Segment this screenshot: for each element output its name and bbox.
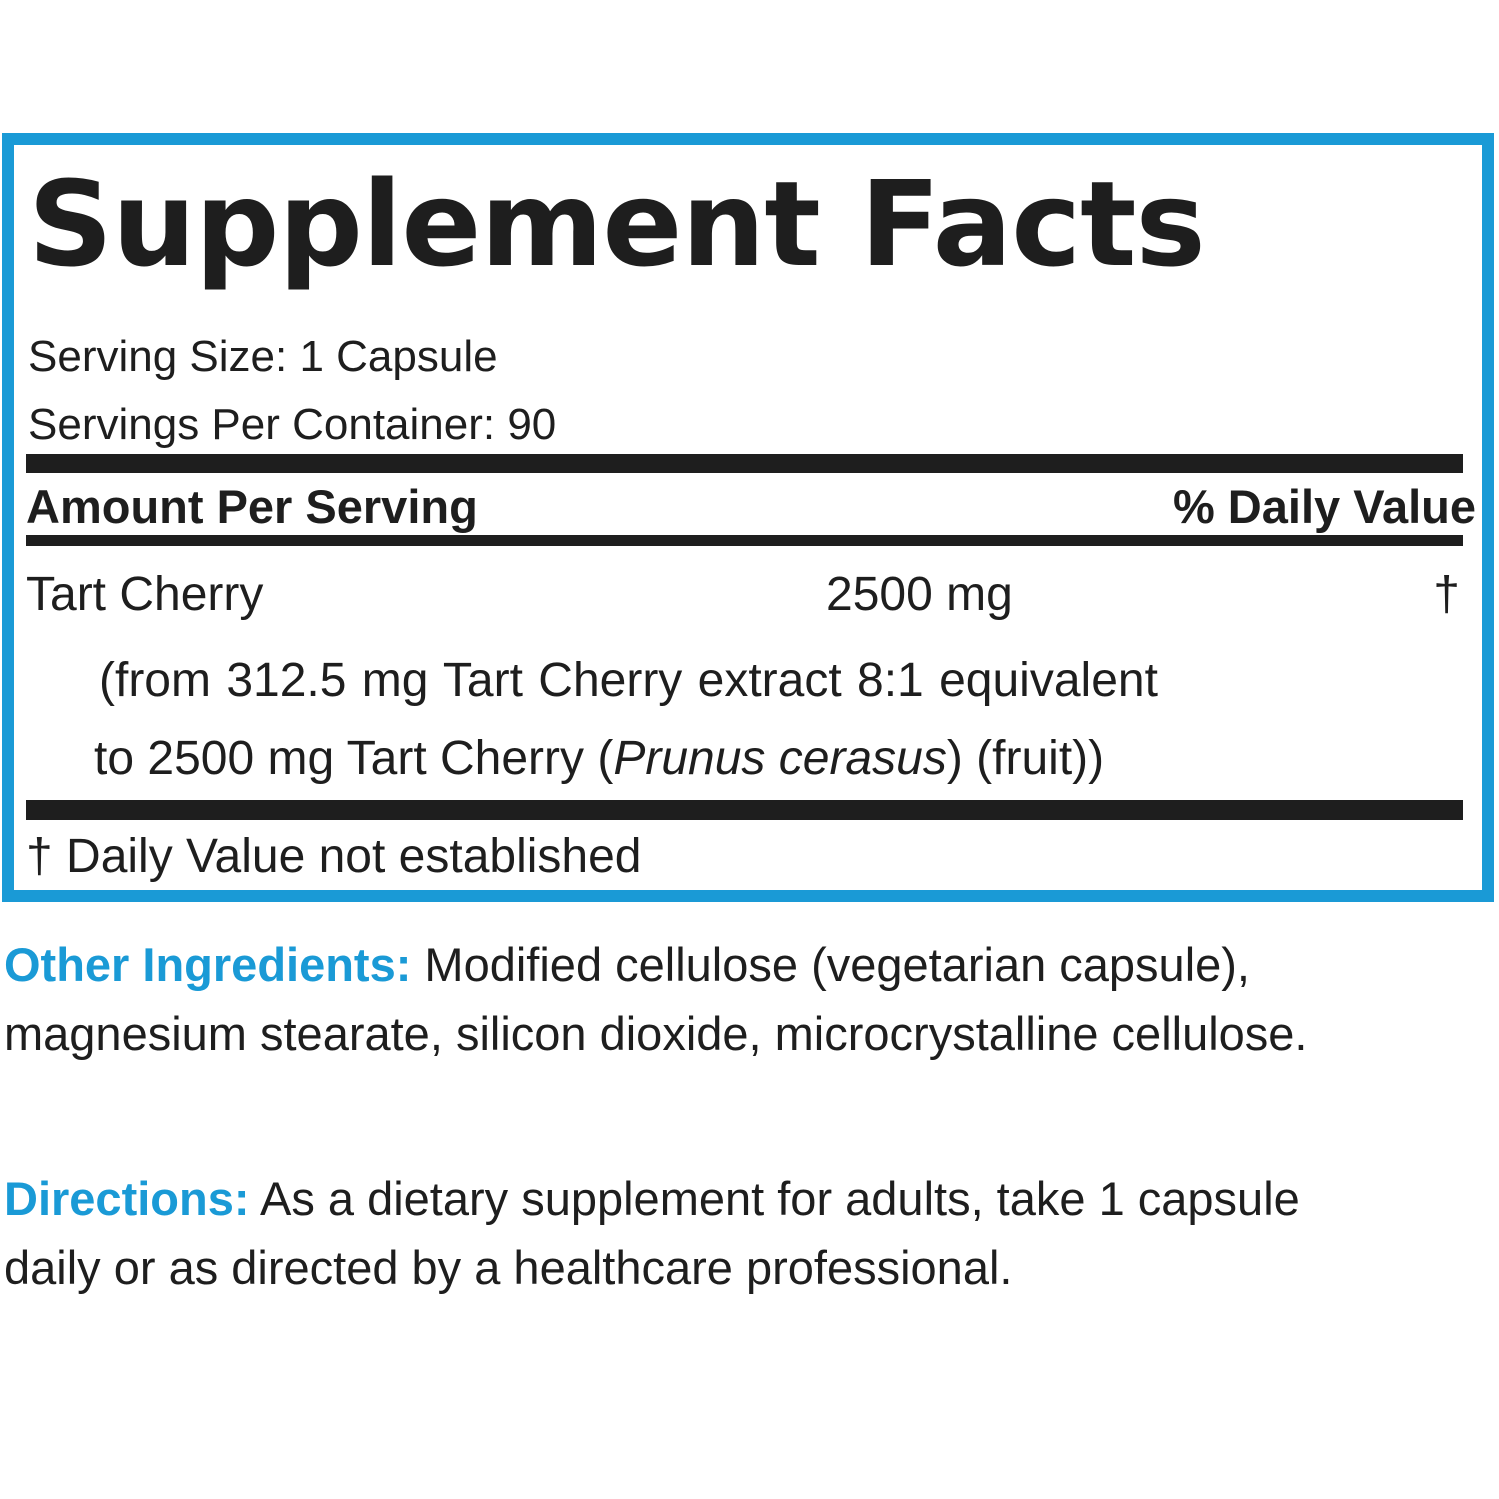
other-ingredients: Other Ingredients: Modified cellulose (v… bbox=[4, 930, 1404, 1068]
servings-per-container: Servings Per Container: 90 bbox=[28, 400, 557, 449]
other-ingredients-text: Modified cellulose (vegetarian capsule),… bbox=[4, 938, 1308, 1060]
other-ingredients-label: Other Ingredients: bbox=[4, 938, 412, 991]
thick-divider bbox=[26, 454, 1463, 473]
ingredient-name: Tart Cherry bbox=[26, 568, 264, 621]
ingredient-amount: 2500 mg bbox=[826, 568, 1013, 621]
amount-per-serving-header: Amount Per Serving bbox=[26, 480, 478, 533]
directions-text: As a dietary supplement for adults, take… bbox=[4, 1172, 1300, 1294]
medium-divider bbox=[26, 535, 1463, 546]
latin-name: Prunus cerasus bbox=[613, 732, 947, 785]
footnote: † Daily Value not established bbox=[26, 830, 642, 883]
ingredient-detail-line1: (from 312.5 mg Tart Cherry extract 8:1 e… bbox=[99, 654, 1158, 707]
thick-divider-bottom bbox=[26, 800, 1463, 820]
directions-label: Directions: bbox=[4, 1172, 250, 1225]
ingredient-detail-line2: to 2500 mg Tart Cherry (Prunus cerasus) … bbox=[94, 735, 1104, 783]
dagger-icon: † bbox=[1433, 568, 1460, 621]
detail-post: ) (fruit)) bbox=[946, 732, 1105, 785]
panel-title: Supplement Facts bbox=[28, 155, 1206, 293]
serving-size: Serving Size: 1 Capsule bbox=[28, 332, 498, 381]
detail-pre: to 2500 mg Tart Cherry ( bbox=[94, 732, 614, 785]
supplement-facts-panel: Supplement Facts Serving Size: 1 Capsule… bbox=[2, 133, 1494, 902]
directions: Directions: As a dietary supplement for … bbox=[4, 1164, 1404, 1302]
daily-value-header: % Daily Value bbox=[1172, 480, 1476, 533]
